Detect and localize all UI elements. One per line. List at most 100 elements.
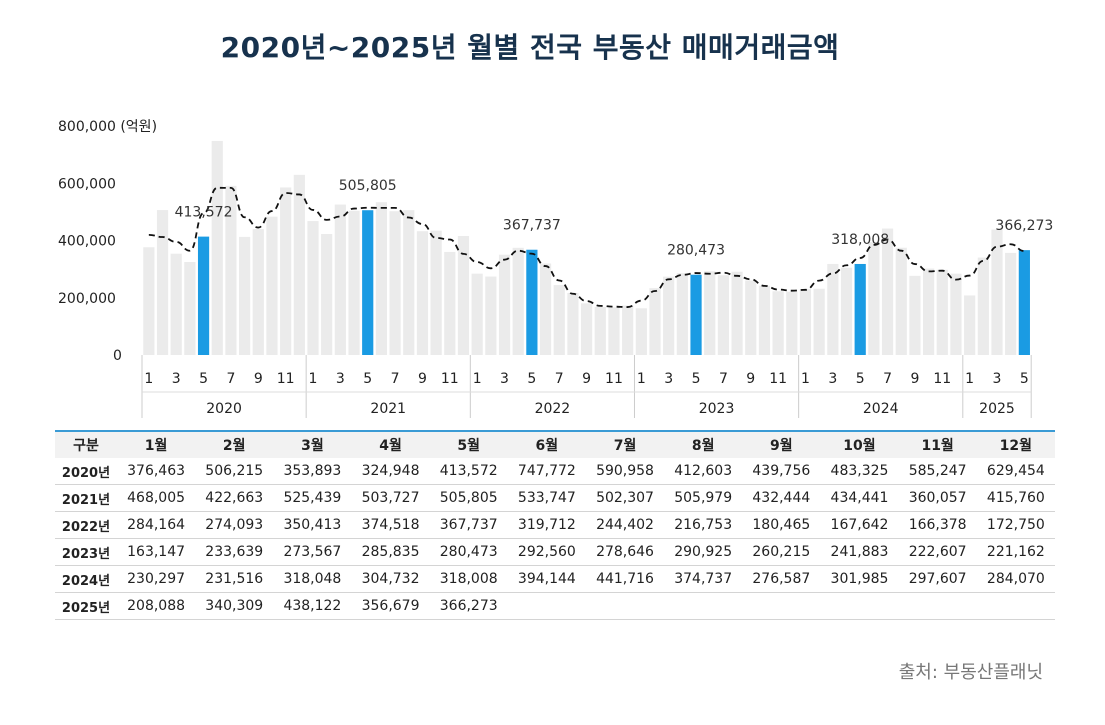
highlight-bar [197, 236, 210, 355]
table-cell: 413,572 [429, 458, 508, 485]
highlight-bar [362, 210, 374, 355]
y-axis-label: 800,000 (억원) [58, 119, 157, 135]
table-header-month: 2월 [222, 438, 246, 454]
y-tick-label: 600,000 [58, 176, 116, 192]
bar [799, 289, 812, 355]
table-cell: 356,679 [351, 592, 430, 620]
bar [156, 210, 169, 355]
bar [211, 140, 223, 355]
table-cell: 439,756 [742, 458, 821, 485]
bar [977, 257, 989, 355]
table-cell [820, 592, 899, 620]
table-cell: 422,663 [195, 484, 274, 512]
data-label: 280,473 [667, 243, 725, 259]
bar [225, 185, 237, 355]
x-tick-label: 11 [605, 371, 623, 387]
table-cell: 297,607 [898, 565, 977, 593]
x-tick-label: 9 [746, 371, 755, 387]
year-label: 2025 [979, 401, 1015, 417]
x-tick-label: 3 [500, 371, 509, 387]
table-header-month: 4월 [379, 438, 402, 454]
x-tick-label: 7 [555, 371, 564, 387]
table-cell: 503,727 [351, 484, 430, 512]
data-label: 318,008 [831, 232, 889, 248]
bar [745, 280, 757, 355]
bar [786, 291, 798, 355]
year-label: 2022 [535, 401, 571, 417]
table-row-year: 2023년 [55, 538, 117, 566]
highlight-bar [854, 263, 866, 355]
bar [553, 285, 565, 355]
x-tick-label: 7 [719, 371, 728, 387]
table-cell: 340,309 [195, 592, 274, 620]
table-cell: 434,441 [820, 484, 899, 512]
bar [881, 228, 894, 355]
bar [307, 221, 319, 355]
bar [567, 292, 579, 355]
bar [895, 247, 907, 355]
table-header-month: 12월 [999, 438, 1033, 454]
y-tick-label: 200,000 [58, 291, 116, 307]
table-header-month: 8월 [691, 438, 715, 454]
highlight-bar [1018, 250, 1030, 355]
table-header-month: 3월 [301, 438, 324, 454]
table-cell: 483,325 [820, 458, 899, 485]
highlight-bar [526, 249, 538, 355]
table-cell: 163,147 [117, 538, 196, 566]
table-cell: 241,883 [820, 538, 899, 566]
table-cell: 180,465 [742, 511, 821, 539]
table-row-year: 2024년 [55, 565, 117, 593]
year-label: 2023 [699, 401, 735, 417]
trend-line [148, 186, 1025, 308]
bar [485, 276, 497, 355]
table-cell: 590,958 [585, 458, 665, 485]
table-cell: 747,772 [507, 458, 586, 485]
table-cell: 360,057 [898, 484, 977, 512]
table-cell: 412,603 [664, 458, 743, 485]
table-cell: 629,454 [976, 458, 1055, 485]
bar [717, 275, 729, 355]
table-header-month: 7월 [613, 438, 637, 454]
table-header-month: 10월 [843, 438, 876, 454]
table-cell [742, 592, 821, 620]
table-cell: 285,835 [351, 538, 430, 566]
table-cell [664, 592, 743, 620]
year-label: 2020 [206, 401, 242, 417]
table-cell: 290,925 [664, 538, 743, 566]
x-tick-label: 11 [769, 371, 787, 387]
x-tick-label: 7 [883, 371, 892, 387]
table-cell: 505,805 [429, 484, 508, 512]
x-tick-label: 9 [582, 371, 591, 387]
table-header-month: 1월 [144, 438, 168, 454]
table-cell: 233,639 [195, 538, 274, 566]
table-cell: 280,473 [429, 538, 508, 566]
x-tick-label: 1 [801, 371, 810, 387]
x-tick-label: 9 [418, 371, 427, 387]
table-header-month: 5월 [457, 438, 481, 454]
bar [416, 231, 429, 355]
bar [293, 174, 305, 355]
table-cell: 318,008 [429, 565, 508, 593]
bar [731, 271, 743, 355]
bar [457, 235, 470, 355]
table-cell: 278,646 [585, 538, 665, 566]
bar [622, 305, 634, 355]
table-cell: 260,215 [742, 538, 821, 566]
table-cell: 468,005 [117, 484, 196, 512]
bar [266, 216, 278, 355]
bar [868, 242, 880, 355]
table-row-year: 2020년 [55, 458, 117, 485]
table-row: 2024년 230,297 231,516 318,048 304,732 318,008… [55, 565, 1055, 593]
table-cell: 222,607 [898, 538, 977, 566]
bar [498, 254, 511, 355]
bar [170, 253, 182, 355]
bar [389, 211, 401, 355]
bar [471, 273, 483, 355]
table-cell: 353,893 [273, 458, 352, 485]
table-cell [585, 592, 665, 620]
x-tick-label: 11 [441, 371, 459, 387]
table-cell: 208,088 [117, 592, 196, 620]
table-cell [898, 592, 977, 620]
x-tick-label: 11 [933, 371, 951, 387]
x-tick-label: 1 [473, 371, 482, 387]
